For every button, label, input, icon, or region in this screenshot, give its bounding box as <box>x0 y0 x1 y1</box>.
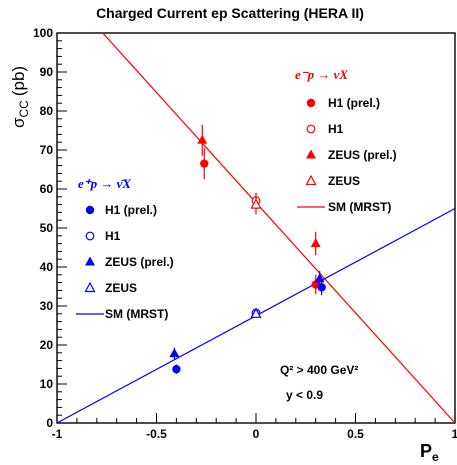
data-point <box>250 198 262 209</box>
legend-label: ZEUS <box>105 281 137 295</box>
plot-frame <box>56 32 456 424</box>
data-point <box>200 159 209 168</box>
legend-label: ZEUS (prel.) <box>105 255 174 269</box>
x-tick-label: 0.5 <box>347 427 364 441</box>
sm-mrst-line <box>102 32 456 424</box>
legend-marker <box>306 124 316 134</box>
x-axis-label-main: P <box>420 441 432 461</box>
data-points <box>169 124 326 374</box>
data-point <box>250 307 262 318</box>
x-axis-label-sub: e <box>432 450 439 464</box>
x-tick-label: 0 <box>253 427 260 441</box>
legend-label: H1 (prel.) <box>328 96 380 110</box>
legend-marker <box>85 231 95 241</box>
data-point <box>317 283 326 292</box>
y-tick-label: 20 <box>40 338 54 352</box>
legend-label: ZEUS <box>328 174 360 188</box>
legend-label: SM (MRST) <box>105 307 168 321</box>
data-point <box>169 348 180 358</box>
q2-annotation: Q² > 400 GeV² <box>280 363 358 377</box>
legend-label: ZEUS (prel.) <box>328 148 397 162</box>
y-tick-label: 60 <box>40 182 54 196</box>
legend-title: e⁻p → νX <box>295 67 348 82</box>
legend-label: SM (MRST) <box>328 200 391 214</box>
x-tick-label: 1 <box>452 427 457 441</box>
y-tick-label: 90 <box>40 65 54 79</box>
y-tick-label: 40 <box>40 260 54 274</box>
data-point <box>314 273 325 283</box>
y-tick-label: 10 <box>40 377 54 391</box>
y-annotation: y < 0.9 <box>286 388 323 402</box>
legend-label: H1 <box>105 229 121 243</box>
data-point <box>310 238 321 248</box>
y-axis-label-sub: CC <box>17 100 31 118</box>
data-point <box>172 364 181 374</box>
y-axis-label: σCC (pb) <box>9 66 31 128</box>
legend-marker <box>305 174 317 186</box>
x-tick-label: -1 <box>52 427 63 441</box>
y-tick-label: 80 <box>40 104 54 118</box>
y-tick-label: 0 <box>46 416 53 430</box>
x-axis-label: Pe <box>420 441 439 464</box>
legend-marker <box>306 149 316 159</box>
y-tick-label: 30 <box>40 299 54 313</box>
legend-marker <box>85 256 95 266</box>
y-axis-label-main: σ <box>9 117 28 128</box>
chart-title: Charged Current ep Scattering (HERA II) <box>96 5 364 21</box>
y-tick-label: 70 <box>40 143 54 157</box>
data-point <box>197 134 208 144</box>
legend-marker <box>84 281 96 293</box>
y-tick-label: 50 <box>40 221 54 235</box>
sm-lines <box>56 32 456 424</box>
legend-eplus: e⁺p → ν̄X H1 (prel.) H1 ZEUS (prel.) ZEUS SM … <box>76 176 174 321</box>
legend-label: H1 (prel.) <box>105 203 157 217</box>
legend-title: e⁺p → ν̄X <box>78 176 131 191</box>
legend-eminus: e⁻p → νX H1 (prel.) H1 ZEUS (prel.) ZEUS SM (… <box>295 67 397 214</box>
y-tick-label: 100 <box>33 26 53 40</box>
x-tick-label: -0.5 <box>146 427 167 441</box>
legend-marker <box>306 98 316 108</box>
legend-label: H1 <box>328 122 344 136</box>
y-axis-label-suffix: (pb) <box>9 66 28 96</box>
legend-marker <box>85 205 95 215</box>
